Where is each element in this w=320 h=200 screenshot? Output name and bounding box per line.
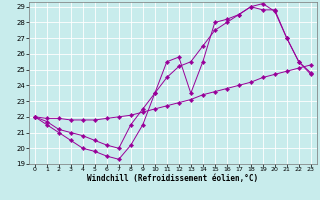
X-axis label: Windchill (Refroidissement éolien,°C): Windchill (Refroidissement éolien,°C) — [87, 174, 258, 183]
